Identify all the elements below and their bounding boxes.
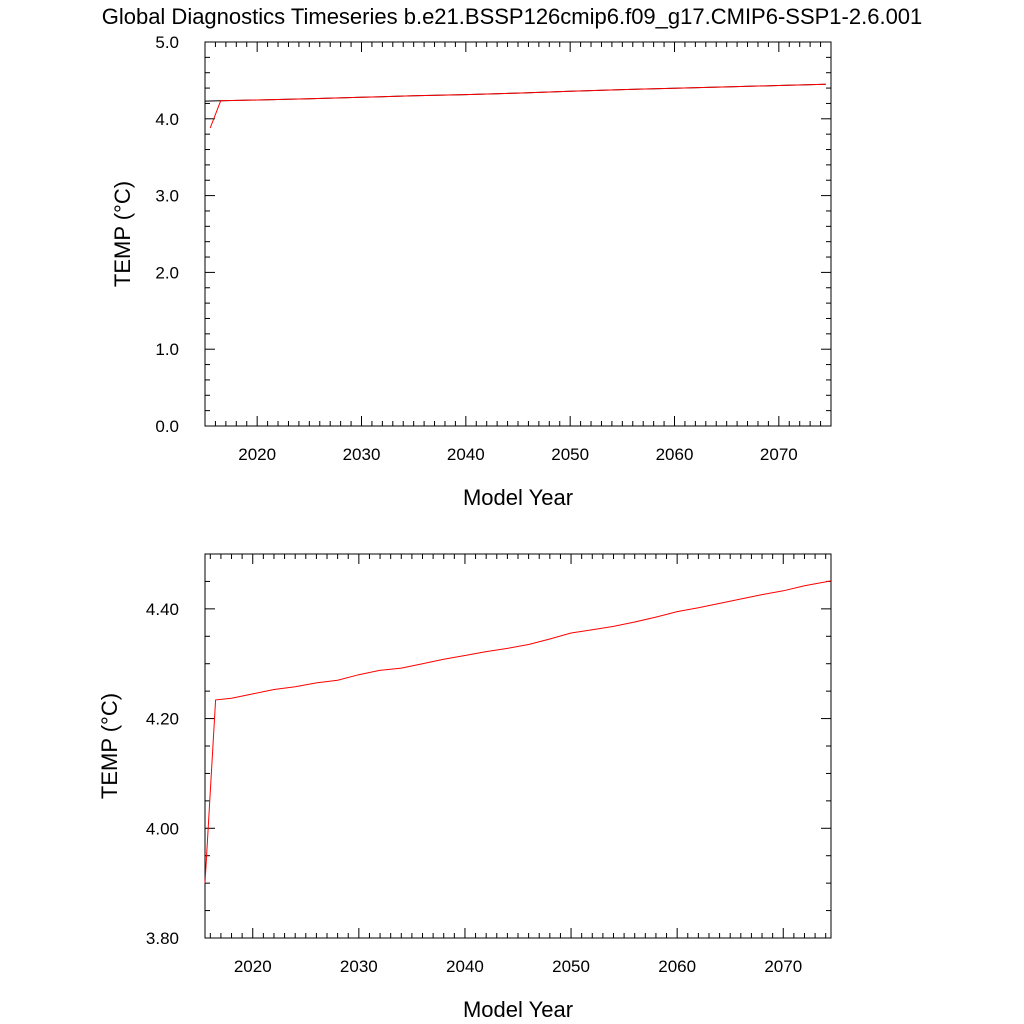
top-y-tick-label: 3.0 — [155, 187, 179, 206]
top-x-axis-label: Model Year — [463, 485, 573, 510]
top-x-tick-label: 2040 — [447, 445, 485, 464]
bottom-x-tick-label: 2020 — [234, 957, 272, 976]
top-x-tick-label: 2070 — [760, 445, 798, 464]
bottom-x-tick-label: 2070 — [764, 957, 802, 976]
bottom-x-tick-label: 2040 — [446, 957, 484, 976]
bottom-x-tick-label: 2030 — [340, 957, 378, 976]
top-y-tick-label: 4.0 — [155, 110, 179, 129]
bottom-series-line-0 — [204, 580, 832, 884]
bottom-x-tick-label: 2050 — [552, 957, 590, 976]
top-y-tick-label: 2.0 — [155, 263, 179, 282]
bottom-chart: 2020 2030 2040 2050 2060 2070 3.80 4.00 4.20 4.40… — [97, 553, 832, 1022]
bottom-y-tick-label: 4.00 — [146, 819, 179, 838]
top-series-line-0 — [209, 83, 826, 129]
top-x-tick-label: 2050 — [551, 445, 589, 464]
top-x-tick-label: 2020 — [238, 445, 276, 464]
top-y-tick-label: 0.0 — [155, 417, 179, 436]
bottom-x-tick-label: 2060 — [658, 957, 696, 976]
bottom-y-tick-label: 3.80 — [146, 929, 179, 948]
top-x-tick-label: 2030 — [343, 445, 381, 464]
top-y-tick-label: 5.0 — [155, 33, 179, 52]
bottom-plot-frame — [204, 553, 832, 939]
bottom-y-tick-label: 4.40 — [146, 600, 179, 619]
bottom-y-axis-label: TEMP (°C) — [97, 693, 122, 799]
bottom-x-axis-label: Model Year — [463, 997, 573, 1022]
top-x-tick-label: 2060 — [656, 445, 694, 464]
figure-title: Global Diagnostics Timeseries b.e21.BSSP… — [102, 4, 923, 29]
top-chart: 2020 2030 2040 2050 2060 2070 0.0 1.0 2.0 3.0 4.0 5… — [110, 33, 832, 510]
top-y-axis-label: TEMP (°C) — [110, 181, 135, 287]
top-plot-frame — [204, 41, 832, 427]
top-y-tick-label: 1.0 — [155, 340, 179, 359]
bottom-y-tick-label: 4.20 — [146, 710, 179, 729]
